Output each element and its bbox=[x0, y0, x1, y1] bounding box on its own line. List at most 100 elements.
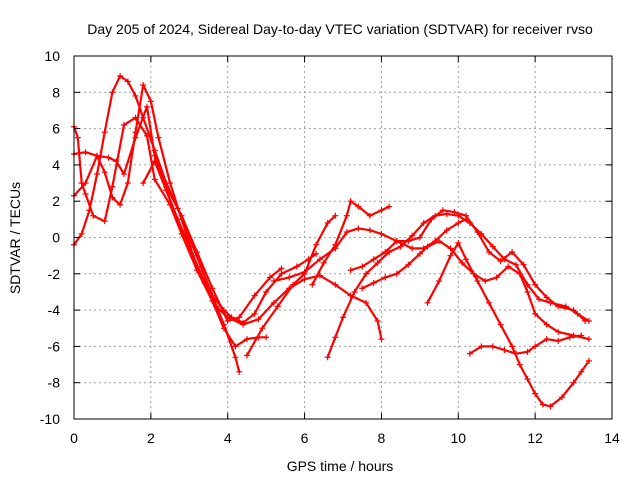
data-point bbox=[393, 270, 400, 277]
data-series bbox=[71, 72, 592, 410]
data-point bbox=[232, 343, 239, 350]
data-point bbox=[359, 263, 366, 270]
data-point bbox=[324, 354, 331, 361]
data-point bbox=[386, 203, 393, 210]
data-point bbox=[382, 274, 389, 281]
data-point bbox=[520, 261, 527, 268]
data-point bbox=[374, 317, 381, 324]
data-point bbox=[570, 379, 577, 386]
data-point bbox=[424, 243, 431, 250]
data-point bbox=[74, 134, 81, 141]
data-point bbox=[82, 190, 89, 197]
data-point bbox=[409, 245, 416, 252]
data-point bbox=[140, 114, 147, 121]
data-point bbox=[559, 394, 566, 401]
series-trace bbox=[72, 105, 283, 323]
data-point bbox=[547, 403, 554, 410]
y-tick-label: -6 bbox=[48, 338, 61, 354]
data-point bbox=[539, 401, 546, 408]
data-point bbox=[109, 183, 116, 190]
data-point bbox=[570, 307, 577, 314]
data-point bbox=[255, 316, 262, 323]
data-point bbox=[78, 230, 85, 237]
data-point bbox=[117, 72, 124, 79]
data-point bbox=[82, 149, 89, 156]
data-point bbox=[532, 343, 539, 350]
data-point bbox=[351, 288, 358, 295]
y-tick-label: 8 bbox=[52, 84, 60, 100]
x-tick-label: 6 bbox=[301, 430, 309, 446]
data-point bbox=[124, 78, 131, 85]
y-tick-label: -2 bbox=[48, 266, 61, 282]
x-tick-label: 4 bbox=[224, 430, 232, 446]
series-sat-i bbox=[309, 198, 393, 288]
data-point bbox=[497, 258, 504, 265]
data-point bbox=[147, 98, 154, 105]
data-point bbox=[320, 259, 327, 266]
x-tick-label: 10 bbox=[450, 430, 466, 446]
data-point bbox=[436, 278, 443, 285]
series-trace bbox=[72, 74, 241, 373]
data-point bbox=[486, 249, 493, 256]
data-point bbox=[378, 207, 385, 214]
data-point bbox=[482, 278, 489, 285]
data-point bbox=[220, 307, 227, 314]
data-point bbox=[332, 281, 339, 288]
data-point bbox=[543, 294, 550, 301]
data-point bbox=[301, 276, 308, 283]
data-point bbox=[209, 292, 216, 299]
data-point bbox=[451, 209, 458, 216]
data-point bbox=[167, 180, 174, 187]
y-tick-label: 2 bbox=[52, 193, 60, 209]
data-point bbox=[332, 334, 339, 341]
data-point bbox=[220, 321, 227, 328]
data-point bbox=[263, 334, 270, 341]
data-point bbox=[332, 212, 339, 219]
data-point bbox=[243, 352, 250, 359]
series-trace bbox=[272, 218, 468, 283]
data-point bbox=[232, 354, 239, 361]
data-point bbox=[263, 288, 270, 295]
data-point bbox=[366, 227, 373, 234]
data-point bbox=[270, 299, 277, 306]
data-point bbox=[270, 278, 277, 285]
data-point bbox=[512, 350, 519, 357]
data-point bbox=[251, 310, 258, 317]
data-point bbox=[409, 232, 416, 239]
data-point bbox=[243, 336, 250, 343]
data-point bbox=[301, 268, 308, 275]
data-point bbox=[489, 343, 496, 350]
data-point bbox=[466, 350, 473, 357]
series-sat-f bbox=[243, 212, 339, 359]
data-point bbox=[343, 229, 350, 236]
data-point bbox=[140, 82, 147, 89]
series-trace bbox=[468, 334, 583, 355]
data-point bbox=[370, 279, 377, 286]
data-point bbox=[101, 218, 108, 225]
data-point bbox=[120, 121, 127, 128]
data-point bbox=[493, 274, 500, 281]
data-point bbox=[313, 250, 320, 257]
data-point bbox=[228, 314, 235, 321]
series-trace bbox=[142, 160, 318, 324]
data-point bbox=[486, 299, 493, 306]
x-tick-label: 2 bbox=[147, 430, 155, 446]
data-point bbox=[501, 347, 508, 354]
data-point bbox=[397, 243, 404, 250]
data-point bbox=[512, 261, 519, 268]
data-point bbox=[459, 259, 466, 266]
data-point bbox=[236, 368, 243, 375]
data-point bbox=[443, 227, 450, 234]
data-point bbox=[555, 337, 562, 344]
data-point bbox=[363, 270, 370, 277]
y-tick-label: -10 bbox=[40, 411, 60, 427]
data-point bbox=[240, 319, 247, 326]
data-point bbox=[94, 170, 101, 177]
data-point bbox=[274, 303, 281, 310]
data-point bbox=[236, 314, 243, 321]
data-point bbox=[405, 238, 412, 245]
data-point bbox=[439, 207, 446, 214]
series-sat-k bbox=[359, 238, 592, 343]
data-point bbox=[532, 310, 539, 317]
data-point bbox=[585, 357, 592, 364]
